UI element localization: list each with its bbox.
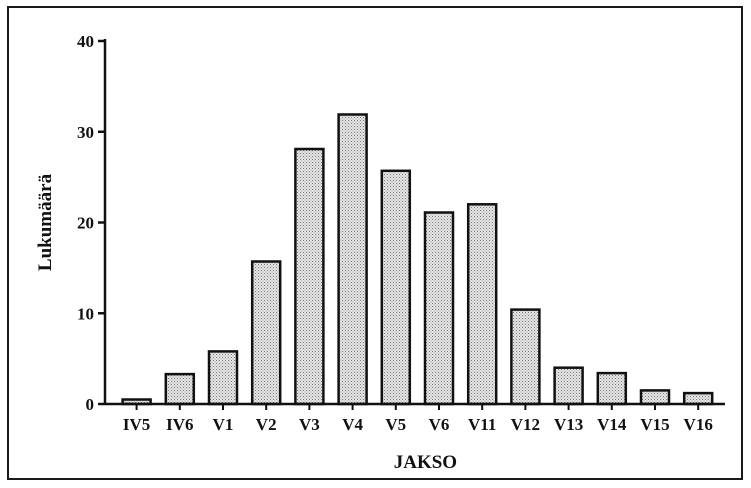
- bar-V6: [423, 211, 455, 406]
- bars-group: [121, 113, 714, 406]
- labels-group: IV5 IV6 V1 V2 V3 V4 V5 V6 V11 V12 V13 V14 V15 V16 0 10 2…: [35, 32, 713, 473]
- bar-V12: [510, 308, 541, 406]
- x-tick-label-IV5: IV5: [123, 415, 150, 434]
- x-tick-label-V15: V15: [640, 415, 669, 434]
- x-tick-label-V12: V12: [511, 415, 540, 434]
- x-tick-label-V14: V14: [597, 415, 627, 434]
- bar-V13: [553, 366, 584, 406]
- bar-V11: [466, 203, 498, 406]
- y-tick-label-40: 40: [77, 32, 94, 51]
- x-tick-label-V13: V13: [554, 415, 583, 434]
- bar-IV6: [164, 372, 196, 406]
- x-tick-label-V1: V1: [213, 415, 234, 434]
- bar-V3: [294, 147, 325, 406]
- x-tick-label-V5: V5: [385, 415, 406, 434]
- bar-V2: [250, 260, 282, 406]
- axes-group: [98, 39, 725, 410]
- y-axis-title: Lukumäärä: [35, 173, 56, 271]
- x-axis-title: JAKSO: [394, 452, 457, 473]
- x-tick-label-V4: V4: [342, 415, 363, 434]
- x-tick-label-V11: V11: [468, 415, 496, 434]
- bar-V14: [596, 371, 628, 406]
- bar-V4: [337, 113, 368, 406]
- x-tick-label-V3: V3: [299, 415, 320, 434]
- y-tick-label-20: 20: [77, 214, 94, 233]
- y-tick-label-0: 0: [86, 395, 95, 414]
- bar-V16: [682, 391, 714, 406]
- bar-V5: [380, 169, 412, 406]
- bar-V15: [639, 389, 671, 406]
- x-tick-label-V2: V2: [256, 415, 277, 434]
- x-tick-label-V6: V6: [429, 415, 450, 434]
- x-tick-label-IV6: IV6: [166, 415, 193, 434]
- y-tick-label-10: 10: [77, 304, 94, 323]
- x-tick-label-V16: V16: [684, 415, 713, 434]
- bar-V1: [207, 350, 239, 406]
- y-tick-label-30: 30: [77, 123, 94, 142]
